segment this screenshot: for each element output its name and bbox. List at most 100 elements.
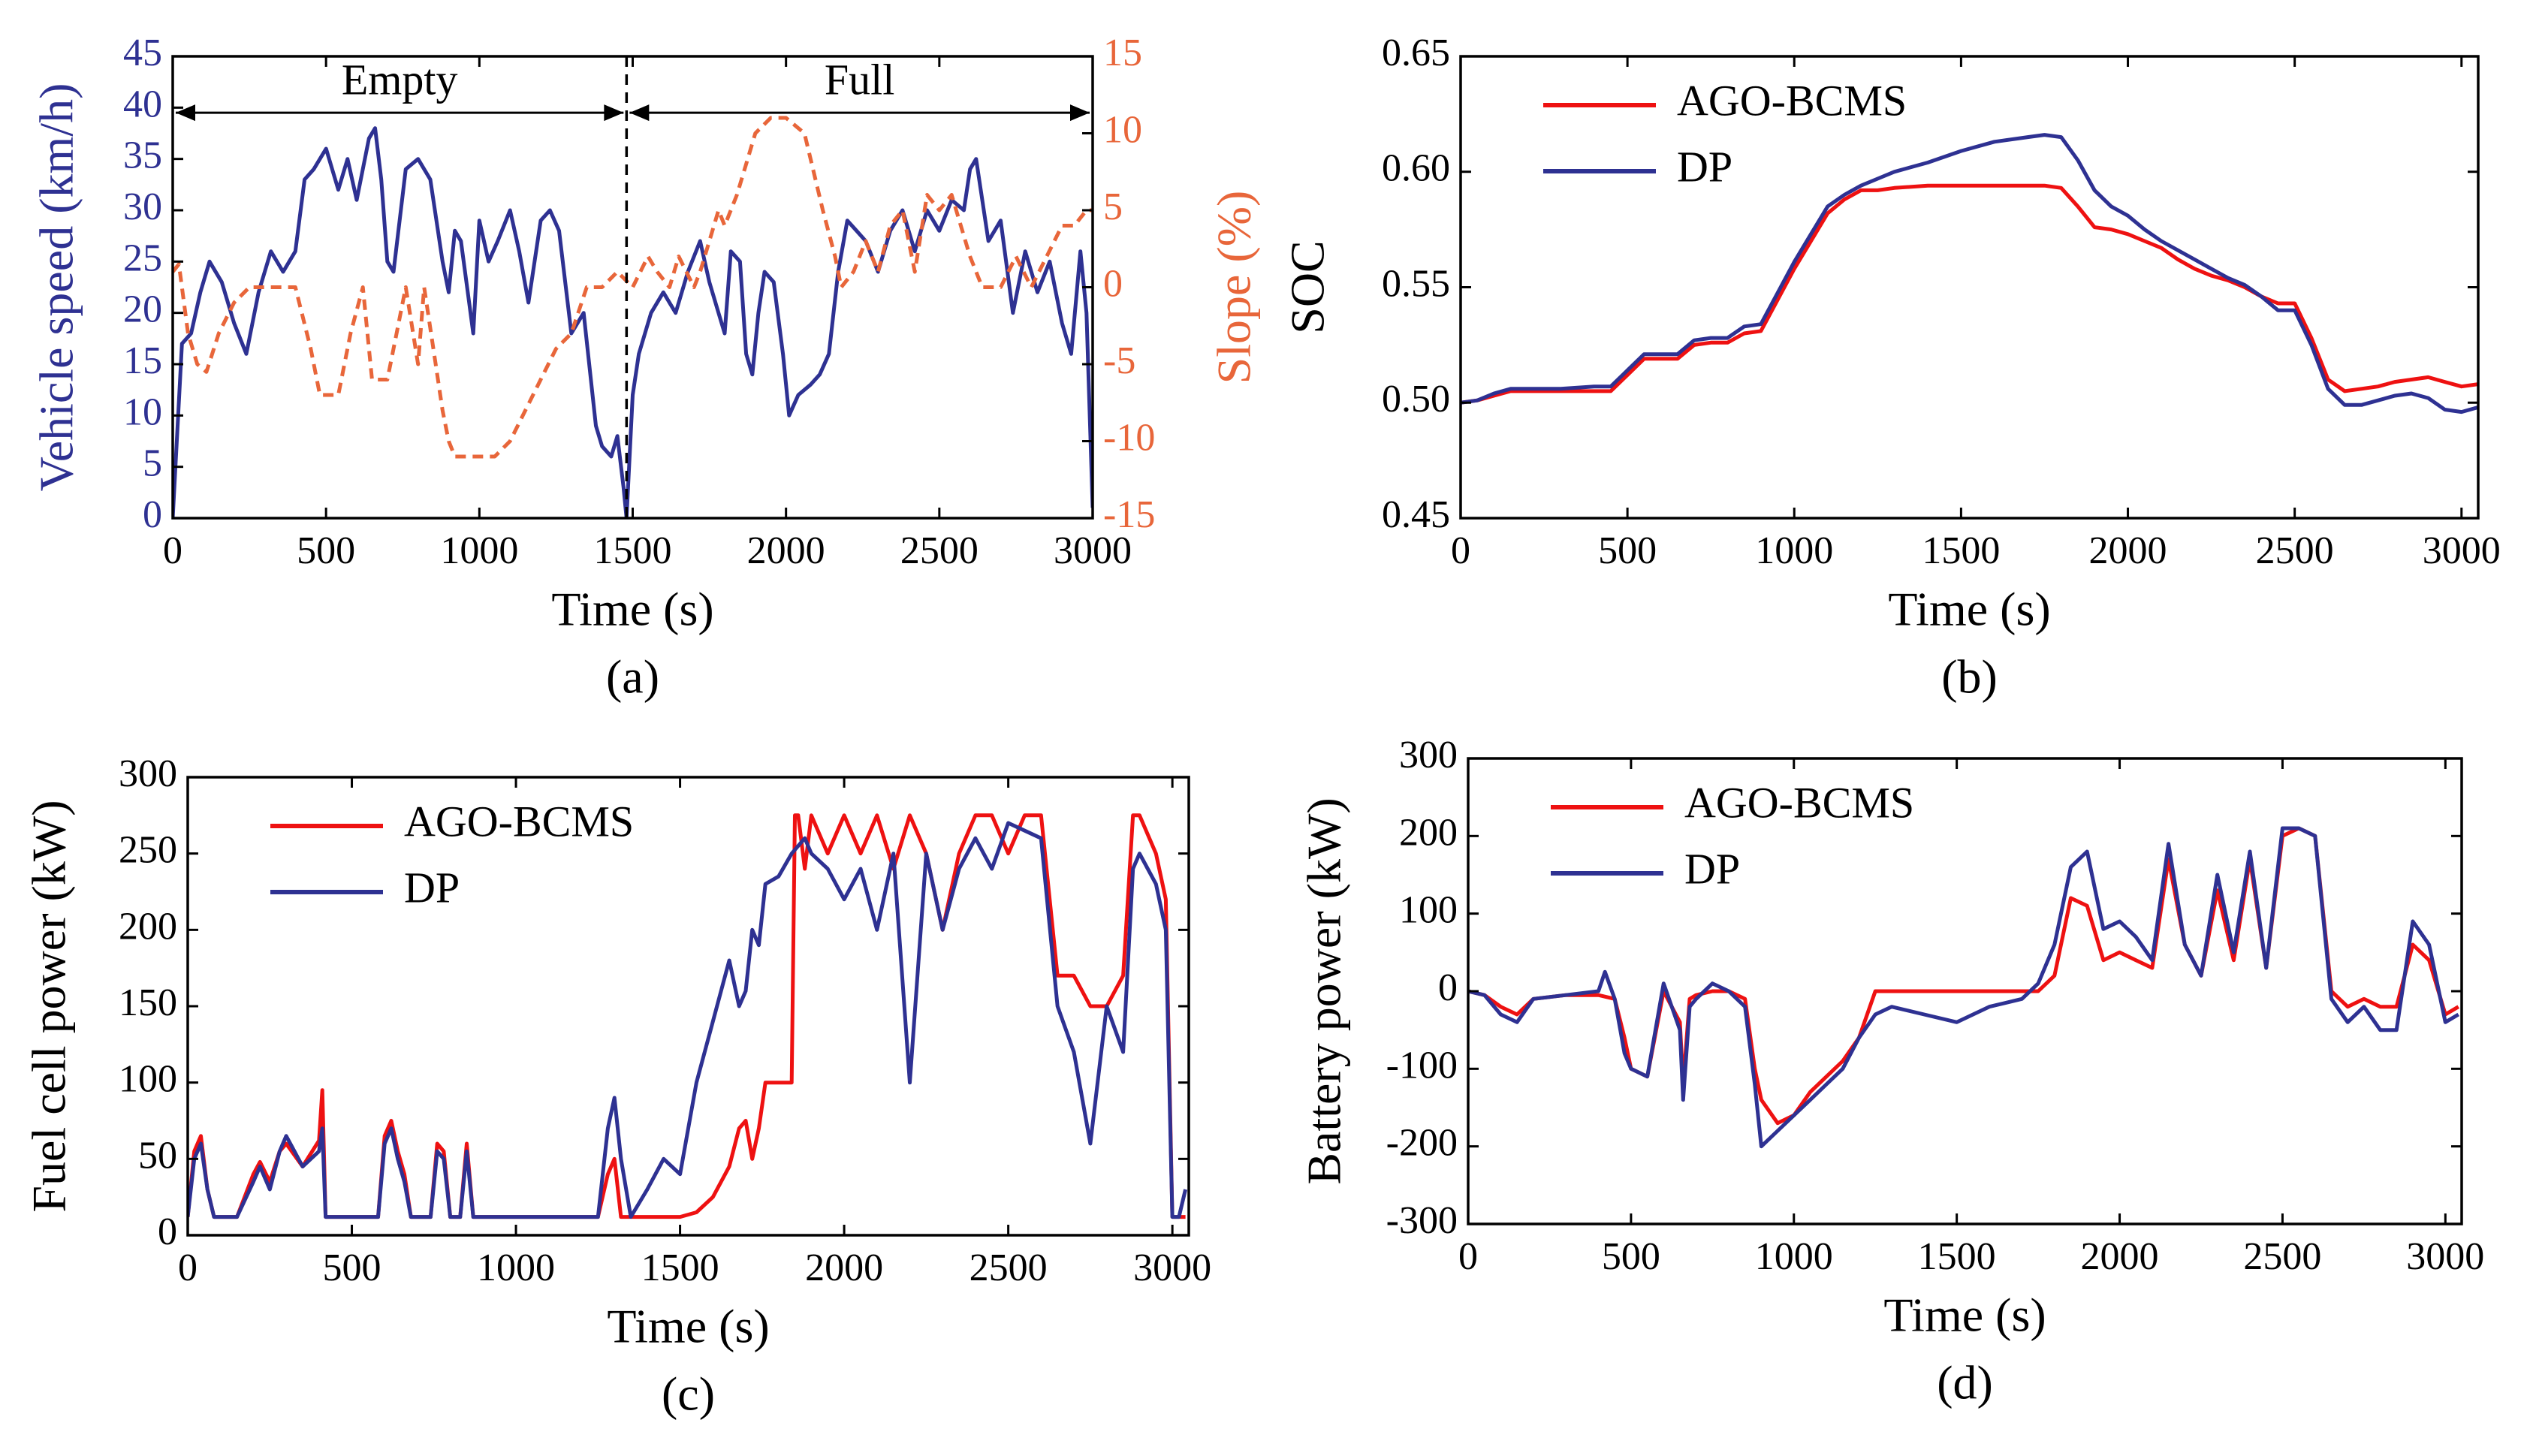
series-line-dp — [188, 821, 1188, 1219]
y-tick-label: 200 — [1399, 811, 1458, 854]
y2-tick-label: -10 — [1103, 416, 1155, 459]
y-tick-label: 100 — [119, 1058, 177, 1101]
x-tick-label: 2500 — [900, 529, 979, 572]
series-line-ago-bcms — [188, 813, 1186, 1219]
y-axis-label: Vehicle speed (km/h) — [30, 83, 83, 492]
y-axis-label: Battery power (kW) — [1298, 797, 1351, 1184]
y-axis-label: Fuel cell power (kW) — [23, 800, 76, 1212]
x-axis-label: Time (s) — [551, 583, 713, 636]
x-tick-label: 500 — [1598, 529, 1657, 572]
y-tick-label: 35 — [123, 134, 162, 177]
x-tick-label: 2000 — [805, 1246, 883, 1289]
y-tick-label: 0.55 — [1382, 262, 1450, 305]
annotation-empty: Empty — [342, 55, 458, 104]
y-tick-label: 0.60 — [1382, 147, 1450, 190]
series-line-slope — [173, 116, 1093, 459]
x-tick-label: 2500 — [969, 1246, 1048, 1289]
y-tick-label: -300 — [1386, 1199, 1458, 1242]
y-tick-label: 0.45 — [1382, 493, 1450, 536]
panel-caption: (d) — [1937, 1356, 1993, 1409]
y-tick-label: 250 — [119, 829, 177, 872]
legend-label: AGO-BCMS — [404, 797, 634, 846]
x-tick-label: 2500 — [2243, 1235, 2321, 1278]
y-tick-label: 100 — [1399, 889, 1458, 932]
series-line-ago-bcms — [1461, 183, 2478, 405]
series-line-dp — [1468, 826, 2459, 1149]
x-tick-label: 500 — [323, 1246, 381, 1289]
annotation-full: Full — [825, 55, 895, 104]
x-tick-label: 1500 — [1918, 1235, 1996, 1278]
x-axis-label: Time (s) — [1883, 1289, 2046, 1342]
y-tick-label: 10 — [123, 390, 162, 433]
x-tick-label: 0 — [1451, 529, 1470, 572]
arrow-head — [1070, 104, 1090, 122]
axes-frame — [1459, 55, 2480, 520]
panel-d: 0 500 1000 1500 2000 2500 3000 -300 -200 -100 0 100… — [1298, 734, 2485, 1409]
y-tick-label: 20 — [123, 288, 162, 331]
x-axis-label: Time (s) — [1888, 583, 2050, 636]
y2-tick-label: 0 — [1103, 262, 1123, 305]
arrow-head — [604, 104, 624, 122]
x-tick-label: 0 — [178, 1246, 198, 1289]
panel-caption: (b) — [1941, 650, 1998, 704]
y-tick-label: 0.65 — [1382, 32, 1450, 74]
y-tick-label: 40 — [123, 83, 162, 125]
x-tick-label: 500 — [297, 529, 355, 572]
legend-label: DP — [404, 863, 460, 912]
panel-c: 0 500 1000 1500 2000 2500 3000 0 50 100 150 200 250 3… — [23, 752, 1211, 1421]
y-tick-label: 300 — [119, 752, 177, 795]
x-tick-label: 1000 — [477, 1246, 555, 1289]
legend-label: AGO-BCMS — [1684, 778, 1914, 827]
x-tick-label: 2500 — [2256, 529, 2334, 572]
panel-b: 0 500 1000 1500 2000 2500 3000 0.45 0.50 0.55 0.60… — [1281, 32, 2501, 704]
y-tick-label: 25 — [123, 237, 162, 279]
x-tick-label: 1000 — [440, 529, 518, 572]
panel-caption: (c) — [662, 1367, 715, 1421]
y-tick-label: 30 — [123, 185, 162, 228]
x-tick-label: 2000 — [747, 529, 825, 572]
y-tick-label: 50 — [138, 1134, 177, 1177]
x-tick-label: 1000 — [1755, 529, 1833, 572]
y2-tick-label: 10 — [1103, 108, 1142, 151]
x-tick-label: 3000 — [2423, 529, 2501, 572]
legend-label: DP — [1684, 844, 1740, 893]
x-tick-label: 2000 — [2081, 1235, 2159, 1278]
x-tick-label: 1000 — [1755, 1235, 1833, 1278]
x-tick-label: 500 — [1602, 1235, 1660, 1278]
y-tick-label: 0 — [158, 1210, 177, 1253]
legend-label: AGO-BCMS — [1677, 76, 1907, 125]
arrow-head — [176, 104, 195, 122]
y-tick-label: -100 — [1386, 1044, 1458, 1087]
legend-label: DP — [1677, 142, 1732, 191]
x-axis-label: Time (s) — [607, 1300, 769, 1353]
y-tick-label: 300 — [1399, 734, 1458, 776]
plot-area — [173, 116, 1093, 518]
y2-tick-label: -15 — [1103, 493, 1155, 536]
y-tick-label: 45 — [123, 32, 162, 74]
x-tick-label: 0 — [163, 529, 182, 572]
x-tick-label: 1500 — [594, 529, 672, 572]
y-tick-label: 0.50 — [1382, 378, 1450, 421]
y2-tick-label: 15 — [1103, 32, 1142, 74]
x-tick-label: 2000 — [2089, 529, 2167, 572]
plot-area — [188, 813, 1188, 1219]
y-tick-label: 200 — [119, 905, 177, 948]
y-tick-label: 15 — [123, 339, 162, 382]
y-tick-label: -200 — [1386, 1122, 1458, 1165]
x-tick-label: 1500 — [1922, 529, 2000, 572]
axes-frame — [171, 55, 1094, 520]
x-tick-label: 0 — [1458, 1235, 1478, 1278]
series-line-dp — [1461, 133, 2478, 414]
y-tick-label: 5 — [143, 442, 162, 485]
y2-tick-label: -5 — [1103, 339, 1135, 382]
plot-area — [1461, 133, 2478, 414]
arrow-head — [629, 104, 650, 122]
y-tick-label: 0 — [1438, 966, 1458, 1009]
y2-axis-label: Slope (%) — [1208, 191, 1261, 384]
y-tick-label: 0 — [143, 493, 162, 536]
panel-a: 0 500 1000 1500 2000 2500 3000 0 5 10 15 20 25 30 35 40… — [30, 32, 1261, 704]
x-tick-label: 3000 — [1054, 529, 1132, 572]
x-tick-label: 3000 — [1133, 1246, 1211, 1289]
x-tick-label: 3000 — [2406, 1235, 2484, 1278]
